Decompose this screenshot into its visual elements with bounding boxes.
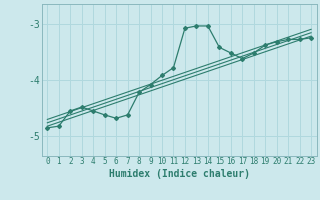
X-axis label: Humidex (Indice chaleur): Humidex (Indice chaleur)	[109, 169, 250, 179]
